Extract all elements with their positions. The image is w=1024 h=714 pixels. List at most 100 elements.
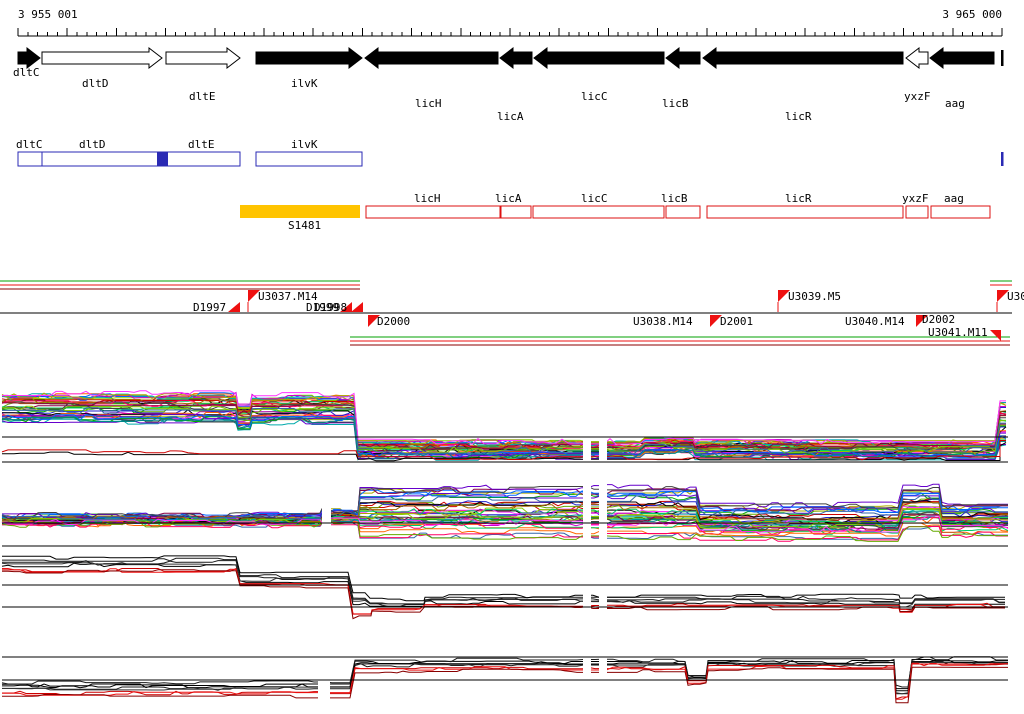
probe-flag-D2001[interactable] (710, 315, 722, 327)
profile-line-panel2 (1, 486, 1008, 519)
probe-flag-U3041.M11[interactable] (990, 330, 1001, 341)
coordinate-end: 3 965 000 (942, 8, 1002, 21)
red-box-yxzF[interactable] (905, 205, 929, 219)
probe-flag-U3039.M5[interactable] (778, 290, 790, 302)
gene-arrow-dltE[interactable] (165, 46, 241, 70)
profile-line-panel1 (2, 413, 1006, 458)
gene-arrow-aag[interactable] (929, 46, 995, 70)
profile-line-panel4 (2, 663, 1009, 700)
gene-label-licH: licH (415, 97, 442, 110)
red-box-label-yxzF: yxzF (902, 192, 929, 205)
profile-line-panel2 (1, 515, 1009, 533)
profile-line-panel1 (1, 414, 1007, 458)
gene-arrow-yxzF[interactable] (905, 46, 929, 70)
profile-line-panel1 (2, 401, 1006, 450)
gene-arrow-licC[interactable] (533, 46, 665, 70)
gene-arrow-ilvK[interactable] (255, 46, 363, 70)
probe-label-U3039.M5: U3039.M5 (788, 290, 841, 303)
gene-label-dltE: dltE (189, 90, 216, 103)
probe-label-D2002: D2002 (922, 313, 955, 326)
profile-gap (583, 644, 591, 708)
red-box-licH[interactable] (365, 205, 501, 219)
gene-label-ilvK: ilvK (291, 77, 318, 90)
red-box-licR[interactable] (706, 205, 904, 219)
profile-line-panel4 (1, 656, 1008, 688)
profile-gap (318, 644, 330, 708)
probe-label-U30: U30 (1007, 290, 1024, 303)
blue-label-ilvK: ilvK (291, 138, 318, 151)
profile-gap (583, 476, 591, 550)
profile-line-panel3 (2, 560, 1005, 607)
gene-arrow-licA[interactable] (499, 46, 533, 70)
red-box-licB[interactable] (665, 205, 701, 219)
red-box-label-licA: licA (495, 192, 522, 205)
probe-flag-U30[interactable] (997, 290, 1009, 302)
gene-arrow-licH[interactable] (364, 46, 499, 70)
profile-line-panel4 (2, 661, 1008, 695)
profile-line-panel1 (2, 399, 1007, 450)
profile-line-panel3 (1, 562, 1005, 610)
gene-label-licB: licB (662, 97, 689, 110)
probe-label-D1997: D1997 (193, 301, 226, 314)
profile-line-panel1 (1, 440, 1006, 461)
gene-arrow-dltC[interactable] (17, 46, 41, 70)
profile-line-panel4 (2, 662, 1008, 700)
probe-label-U3037.M14: U3037.M14 (258, 290, 318, 303)
red-box-label-aag: aag (944, 192, 964, 205)
profile-gap (599, 386, 607, 470)
red-box-label-licH: licH (414, 192, 441, 205)
segment-S1481[interactable] (240, 205, 360, 218)
profile-line-panel3 (2, 555, 1005, 602)
gene-label-yxzF: yxzF (904, 90, 931, 103)
profile-line-panel1 (2, 405, 1007, 454)
probe-label-U3041.M11: U3041.M11 (928, 326, 988, 339)
profile-gap (583, 551, 591, 632)
probe-label-U3038.M14: U3038.M14 (633, 315, 693, 328)
probe-label-D1999: D1999 (306, 301, 339, 314)
probe-label-U3040.M14: U3040.M14 (845, 315, 905, 328)
profile-line-panel2 (1, 500, 1008, 522)
profile-line-panel1 (2, 442, 1007, 462)
red-box-label-licR: licR (785, 192, 812, 205)
gene-label-licC: licC (581, 90, 608, 103)
profile-line-panel2 (1, 519, 1008, 542)
probe-flag-D1998[interactable] (351, 302, 363, 312)
gene-edge-tick (1001, 50, 1004, 66)
blue-box-0[interactable] (17, 151, 241, 167)
red-box-licC[interactable] (532, 205, 665, 219)
profile-line-panel1 (2, 390, 1006, 445)
blue-label-dltD: dltD (79, 138, 106, 151)
blue-box-1[interactable] (255, 151, 363, 167)
probe-flag-D2002[interactable] (916, 315, 928, 327)
red-box-licA[interactable] (500, 205, 532, 219)
probe-flag-D2000[interactable] (368, 315, 380, 327)
red-box-aag[interactable] (930, 205, 991, 219)
profile-gap (322, 476, 331, 550)
gene-arrow-dltD[interactable] (41, 46, 163, 70)
gene-label-aag: aag (945, 97, 965, 110)
probe-flag-D1997[interactable] (228, 302, 240, 312)
blue-edge-tick (1001, 152, 1004, 166)
profile-gap (599, 551, 607, 632)
profile-line-panel1 (2, 407, 1006, 455)
probe-label-D2001: D2001 (720, 315, 753, 328)
profile-line-panel3 (2, 569, 1005, 620)
blue-filled-segment[interactable] (157, 152, 168, 166)
profile-line-panel2 (1, 495, 1008, 520)
blue-label-dltE: dltE (188, 138, 215, 151)
coordinate-start: 3 955 001 (18, 8, 78, 21)
probe-label-D1998: D1998 (314, 301, 347, 314)
gene-arrow-licB[interactable] (665, 46, 701, 70)
red-box-label-licC: licC (581, 192, 608, 205)
gene-arrow-licR[interactable] (702, 46, 904, 70)
probe-flag-U3037.M14[interactable] (248, 290, 260, 302)
profile-gap (599, 476, 607, 550)
profile-gap (599, 644, 607, 708)
gene-label-dltC: dltC (13, 66, 40, 79)
profile-line-panel2 (1, 520, 1008, 542)
probe-flag-D1999[interactable] (340, 302, 352, 312)
profile-line-panel1 (1, 393, 1007, 447)
profile-gap (583, 386, 591, 470)
